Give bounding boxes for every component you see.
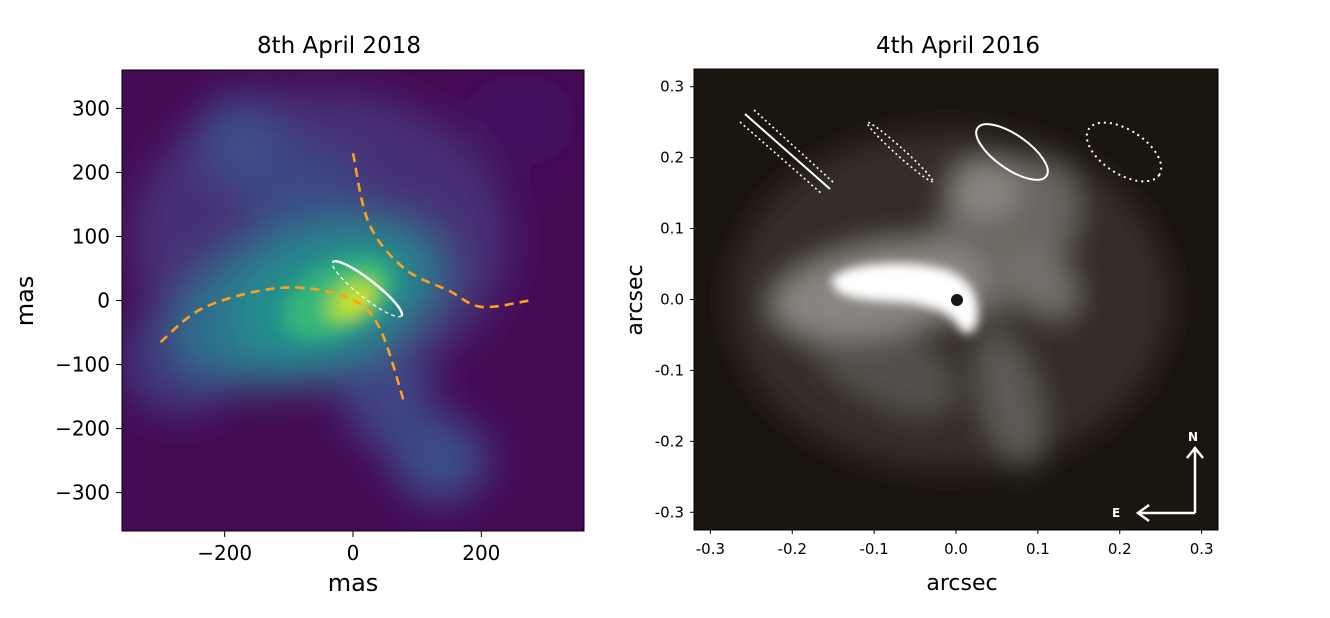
left-panel: 8th April 2018 −200 0 200 3: [11, 33, 585, 597]
left-y-tick-label: −300: [55, 481, 110, 505]
left-y-axis-label: mas: [11, 276, 39, 327]
right-y-tick-label: -0.3: [655, 503, 684, 521]
right-x-tick-label: 0.2: [1108, 540, 1132, 558]
right-y-tick-label: 0.3: [660, 78, 684, 96]
right-y-tick-label: -0.1: [655, 361, 684, 379]
left-x-tick-label: 200: [462, 541, 500, 565]
compass-north-arrowhead: [1186, 445, 1204, 459]
right-y-axis-label: arcsec: [623, 264, 648, 335]
left-y-tick-label: −200: [55, 417, 110, 441]
right-x-tick-label: -0.2: [778, 540, 807, 558]
right-y-tick-label: 0.0: [660, 291, 684, 309]
left-x-tick-label: 0: [347, 541, 360, 565]
left-x-tick-label: −200: [197, 541, 252, 565]
compass-north-label: N: [1188, 430, 1198, 444]
compass: NE: [1112, 430, 1204, 523]
left-panel-title: 8th April 2018: [257, 33, 421, 59]
right-x-tick-label: -0.3: [696, 540, 725, 558]
right-x-tick-label: 0.1: [1026, 540, 1050, 558]
left-heatmap: [122, 70, 584, 531]
compass-east-arrowhead: [1135, 503, 1150, 523]
right-y-tick-label: -0.2: [655, 432, 684, 450]
dashed-arc-lower: [159, 286, 406, 404]
right-image: NE: [694, 69, 1218, 530]
right-x-tick-label: 0.3: [1190, 540, 1214, 558]
beam-ellipse-solid: [331, 260, 404, 317]
right-x-ticks: -0.3 -0.2 -0.1 0.0 0.1 0.2 0.3: [696, 530, 1214, 558]
left-y-tick-label: 200: [72, 160, 110, 184]
compass-east-label: E: [1112, 506, 1120, 520]
left-y-tick-label: 300: [72, 96, 110, 120]
left-y-tick-label: −100: [55, 353, 110, 377]
dashed-arc-upper: [351, 152, 530, 309]
left-y-ticks: 300 200 100 0 −100 −200 −300: [55, 96, 122, 505]
right-x-tick-label: 0.0: [944, 540, 968, 558]
left-x-ticks: −200 0 200: [197, 531, 500, 565]
left-y-tick-label: 0: [97, 289, 110, 313]
psf-line-dotted-b: [753, 109, 835, 184]
right-panel: 4th April 2016 NE -0.3 -0.2 -0.1 0.0 0.1 0.2 0…: [623, 33, 1219, 596]
right-y-tick-label: 0.1: [660, 220, 684, 238]
beam-ellipse-dashed: [331, 261, 402, 318]
psf-line-dotted-a: [739, 121, 823, 195]
beam-ellipse-dotted-thin: [866, 121, 934, 183]
beam-ellipse-solid-right: [975, 123, 1049, 181]
right-y-tick-label: 0.2: [660, 149, 684, 167]
left-y-tick-label: 100: [72, 224, 110, 248]
beam-ellipse-dotted-wide: [1085, 121, 1163, 183]
right-x-tick-label: -0.1: [859, 540, 888, 558]
right-x-axis-label: arcsec: [926, 571, 997, 596]
psf-line-solid: [744, 113, 831, 190]
right-y-ticks: 0.3 0.2 0.1 0.0 -0.1 -0.2 -0.3: [655, 78, 694, 521]
left-x-axis-label: mas: [328, 569, 379, 597]
right-panel-title: 4th April 2016: [876, 33, 1040, 59]
